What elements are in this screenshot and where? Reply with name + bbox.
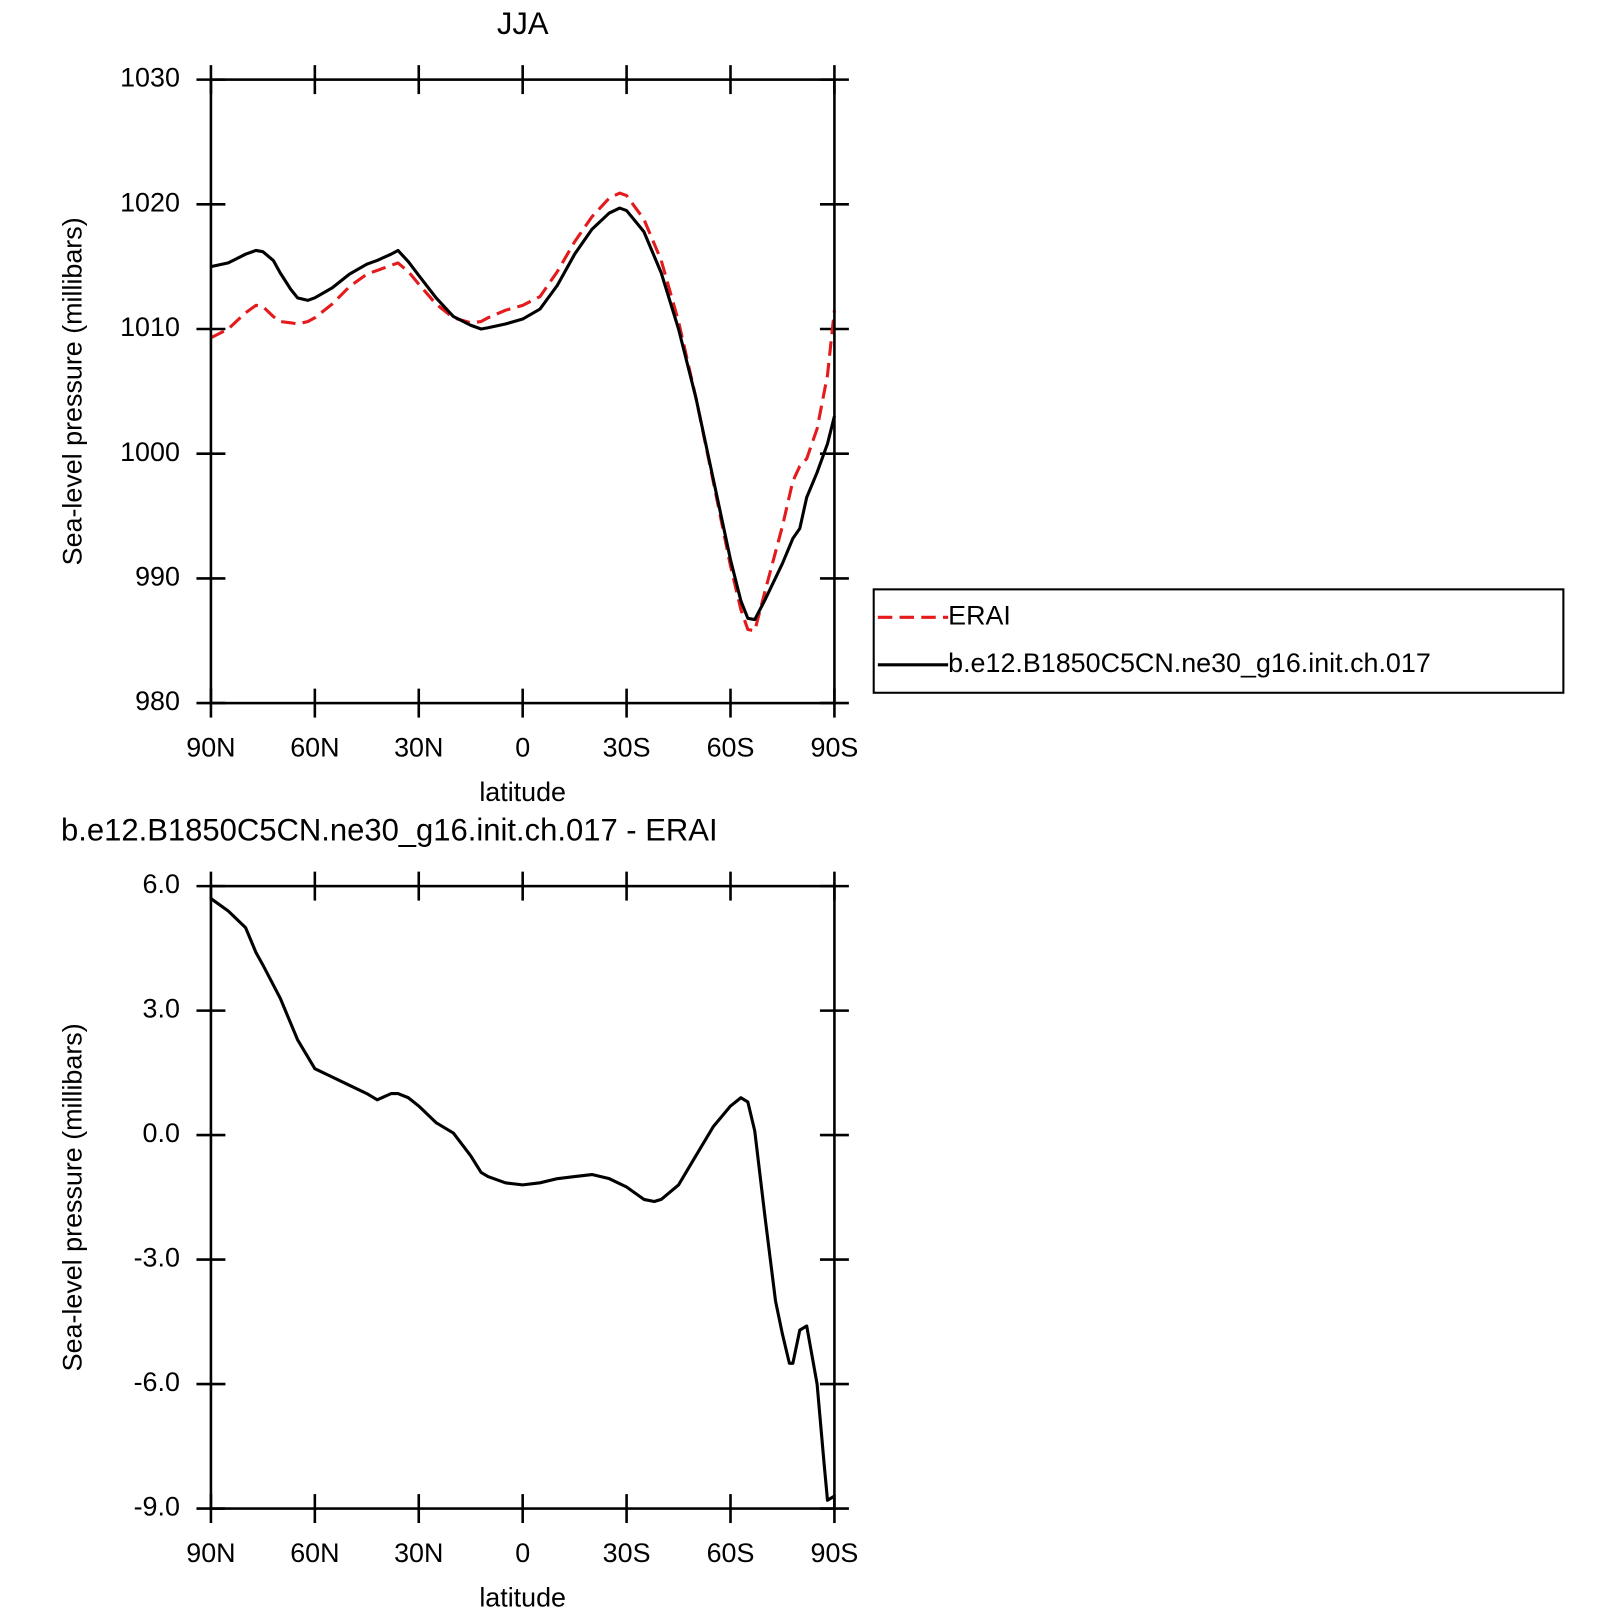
x-tick-label: 60S — [707, 733, 755, 763]
y-tick-label: 1030 — [120, 63, 180, 93]
x-tick-label: 30N — [394, 1538, 443, 1568]
chart-title: JJA — [497, 6, 549, 41]
series-line — [210, 191, 836, 633]
y-tick-label: 990 — [135, 561, 180, 591]
y-tick-label: 6.0 — [143, 869, 180, 899]
x-tick-label: 30N — [394, 733, 443, 763]
y-tick-label: 1020 — [120, 187, 180, 217]
y-axis-label: Sea-level pressure (millibars) — [58, 1023, 88, 1371]
y-tick-label: 1010 — [120, 312, 180, 342]
legend-label: b.e12.B1850C5CN.ne30_g16.init.ch.017 — [948, 648, 1431, 678]
x-tick-label: 90N — [186, 1538, 235, 1568]
y-tick-label: 1000 — [120, 437, 180, 467]
y-tick-label: -9.0 — [134, 1492, 180, 1522]
x-tick-label: 0 — [515, 1538, 530, 1568]
x-tick-label: 30S — [603, 733, 651, 763]
y-axis-label: Sea-level pressure (millibars) — [58, 217, 88, 565]
x-tick-label: 60N — [290, 1538, 339, 1568]
x-tick-label: 90N — [186, 733, 235, 763]
y-tick-label: 0.0 — [143, 1118, 180, 1148]
x-tick-label: 60N — [290, 733, 339, 763]
x-tick-label: 90S — [811, 1538, 859, 1568]
x-tick-label: 0 — [515, 733, 530, 763]
legend-box — [872, 588, 1565, 694]
y-tick-label: 3.0 — [143, 994, 180, 1024]
y-tick-label: -6.0 — [134, 1367, 180, 1397]
legend-label: ERAI — [948, 600, 1011, 630]
plot-frame — [209, 884, 836, 1510]
legend: ERAI b.e12.B1850C5CN.ne30_g16.init.ch.017 — [872, 588, 1565, 694]
x-axis-label: latitude — [479, 1583, 566, 1613]
x-tick-label: 90S — [811, 733, 859, 763]
chart-title: b.e12.B1850C5CN.ne30_g16.init.ch.017 - E… — [61, 813, 718, 848]
series-line — [210, 897, 836, 1502]
series-line — [210, 206, 836, 622]
plot-frame — [209, 78, 836, 705]
y-tick-label: -3.0 — [134, 1243, 180, 1273]
x-tick-label: 60S — [707, 1538, 755, 1568]
y-tick-label: 980 — [135, 686, 180, 716]
x-tick-label: 30S — [603, 1538, 651, 1568]
x-axis-label: latitude — [479, 777, 566, 807]
